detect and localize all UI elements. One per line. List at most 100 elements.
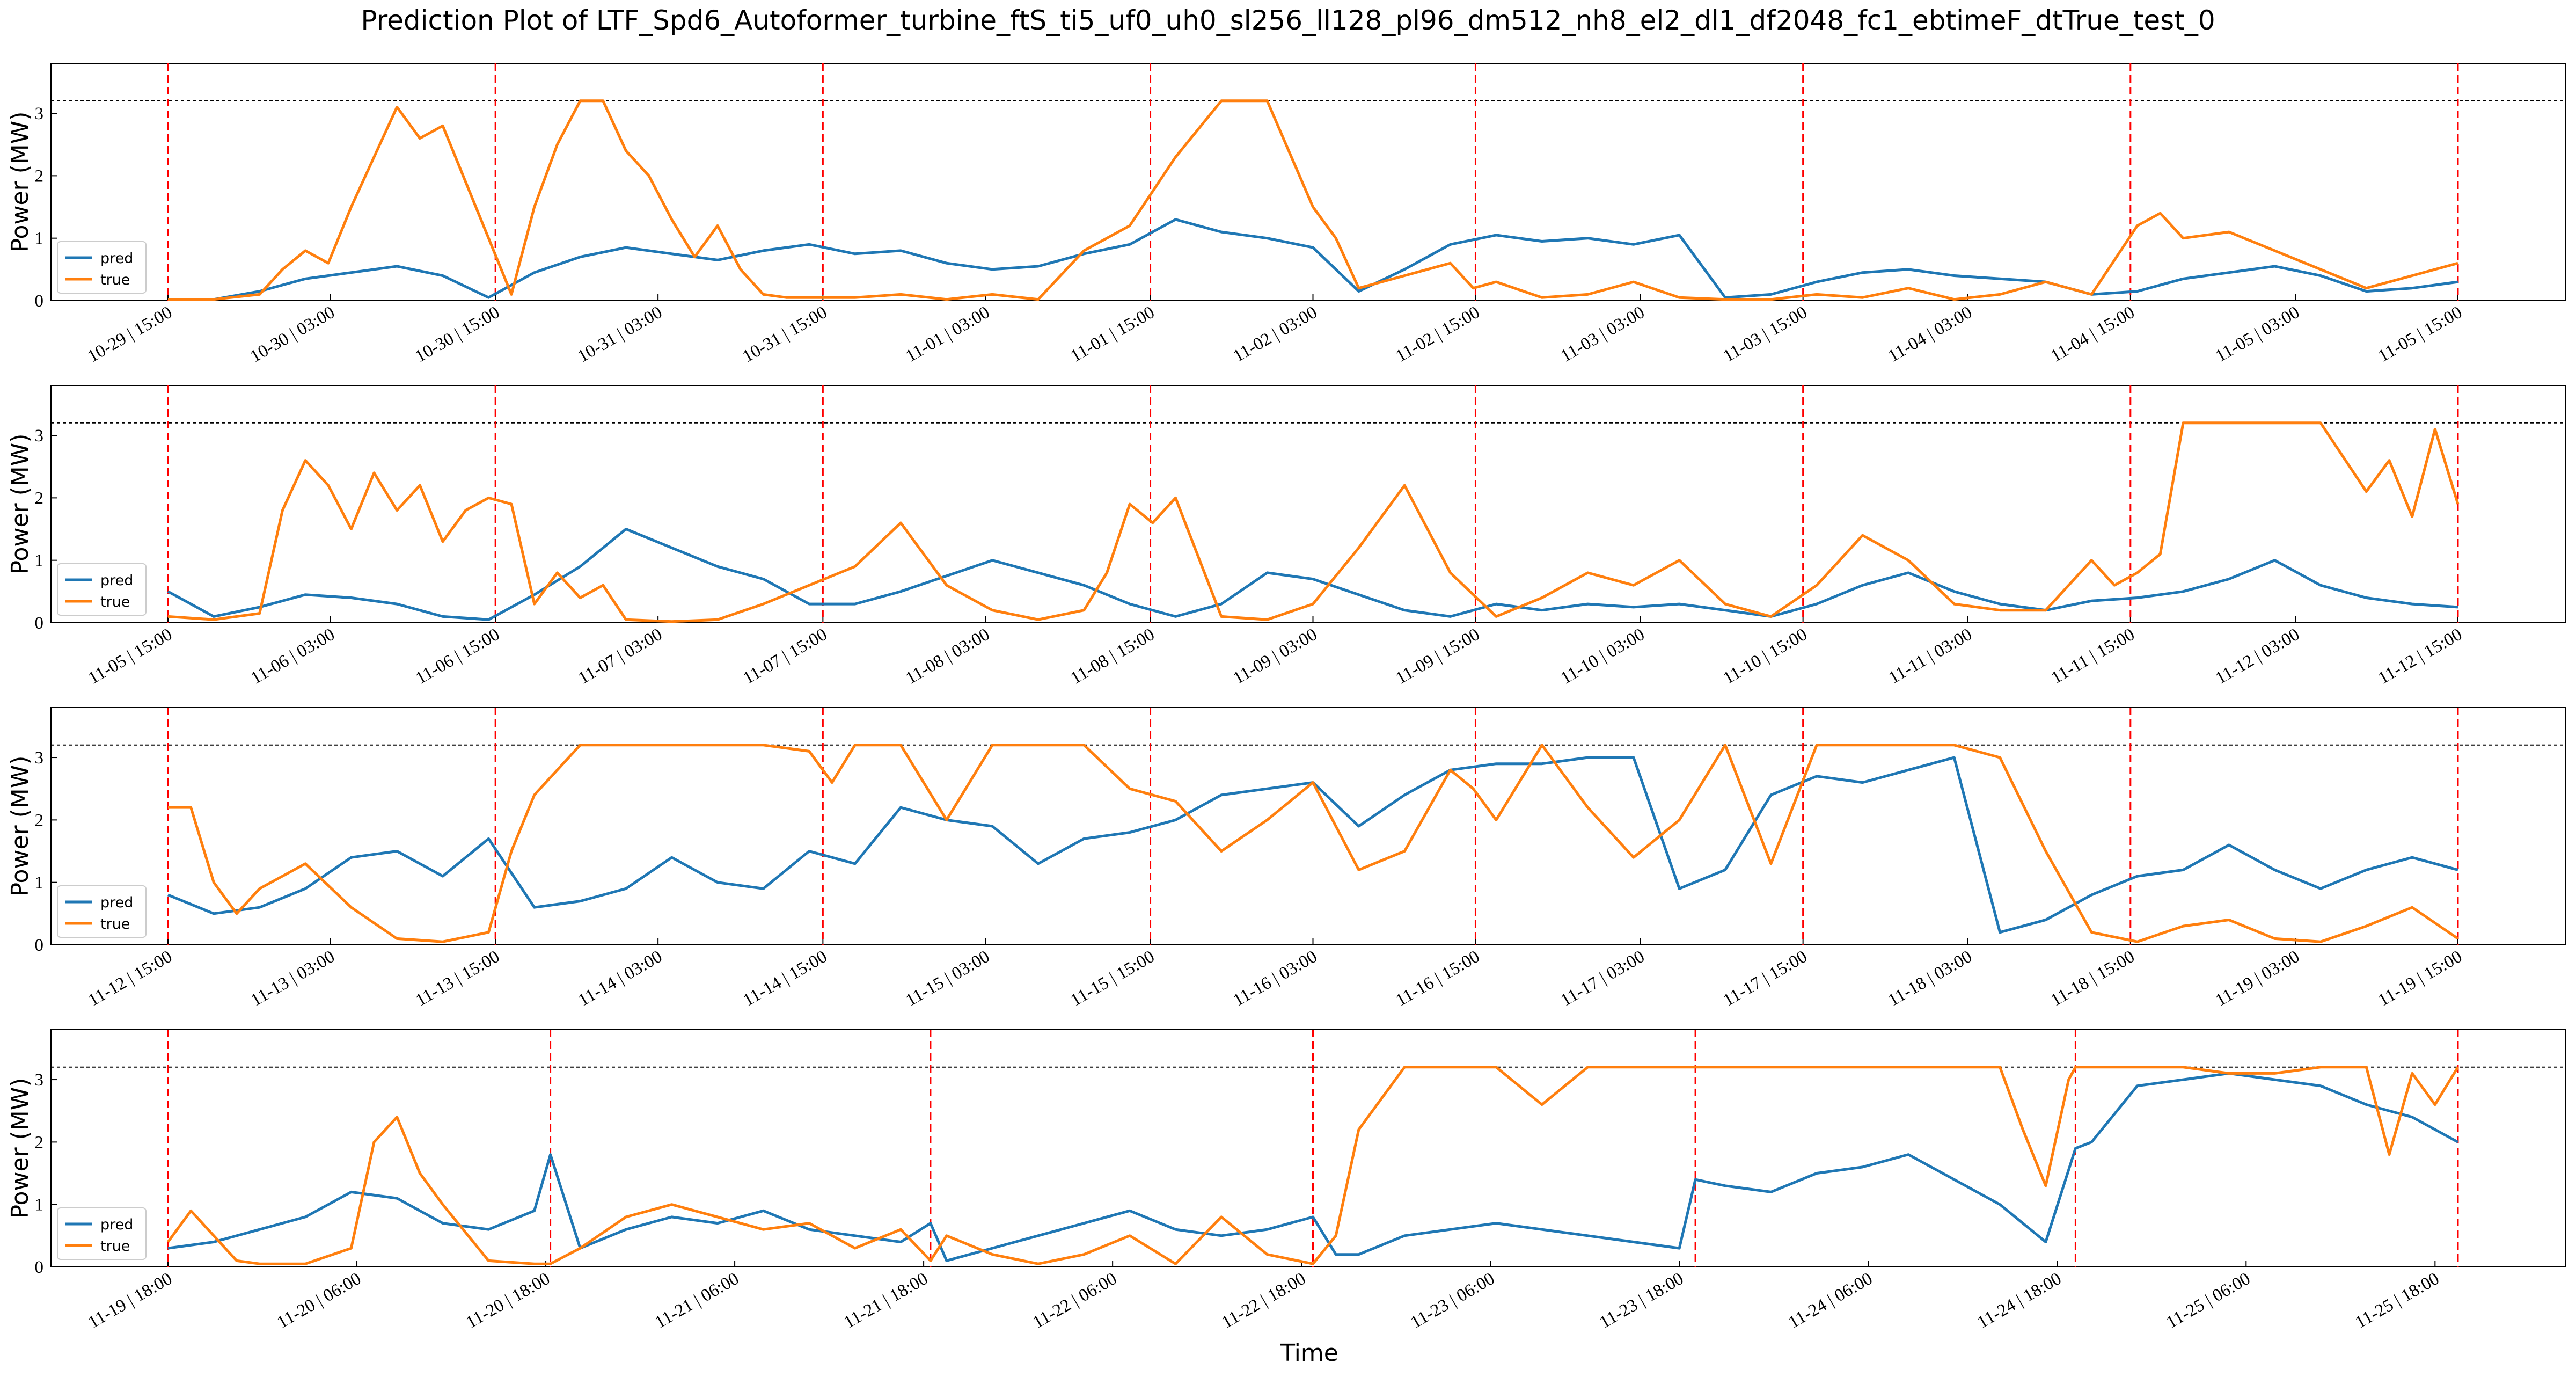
y-tick-label: 3 [35, 748, 44, 768]
x-tick-label: 11-09 | 03:00 [1230, 625, 1321, 688]
x-tick-label: 11-05 | 15:00 [85, 625, 175, 688]
legend-label-pred: pred [100, 250, 133, 267]
y-tick-label: 3 [35, 1070, 44, 1090]
x-tick-label: 11-13 | 15:00 [412, 947, 503, 1010]
x-tick-label: 11-15 | 15:00 [1067, 947, 1158, 1010]
x-tick-label: 11-13 | 03:00 [247, 947, 338, 1010]
x-tick-label: 11-12 | 15:00 [2375, 625, 2465, 688]
x-tick-label: 11-09 | 15:00 [1393, 625, 1483, 688]
y-tick-label: 1 [35, 1196, 44, 1215]
axes-frame [50, 1029, 2566, 1267]
y-tick-label: 3 [35, 104, 44, 123]
x-tick-label: 10-31 | 03:00 [574, 303, 665, 367]
x-tick-label: 11-18 | 15:00 [2047, 947, 2138, 1010]
x-tick-label: 11-11 | 03:00 [1885, 625, 1975, 688]
x-tick-label: 11-11 | 15:00 [2048, 625, 2138, 688]
x-tick-label: 11-02 | 15:00 [1393, 303, 1483, 366]
x-tick-label: 11-22 | 18:00 [1218, 1269, 1309, 1332]
x-tick-label: 11-17 | 03:00 [1557, 947, 1648, 1010]
legend-label-true: true [100, 272, 130, 288]
x-tick-label: 11-24 | 18:00 [1974, 1269, 2065, 1332]
x-tick-label: 11-21 | 18:00 [840, 1269, 931, 1332]
x-tick-label: 11-10 | 15:00 [1720, 625, 1811, 688]
x-tick-label: 11-04 | 15:00 [2047, 303, 2138, 366]
y-axis-label: Power (MW) [6, 756, 34, 897]
x-tick-label: 11-01 | 15:00 [1067, 303, 1158, 366]
figure-title: Prediction Plot of LTF_Spd6_Autoformer_t… [361, 5, 2215, 36]
series-pred-line [167, 1072, 2459, 1262]
x-tick-label: 11-23 | 18:00 [1596, 1269, 1687, 1332]
x-tick-label: 11-06 | 15:00 [412, 625, 503, 688]
x-tick-label: 11-19 | 03:00 [2212, 947, 2303, 1010]
series-pred-line [167, 528, 2458, 621]
legend-label-pred: pred [100, 1216, 133, 1233]
x-tick-label: 11-22 | 06:00 [1029, 1269, 1120, 1332]
x-tick-label: 11-25 | 06:00 [2163, 1269, 2254, 1332]
x-tick-label: 11-05 | 03:00 [2212, 303, 2303, 366]
y-tick-label: 0 [35, 292, 44, 311]
x-tick-label: 10-30 | 15:00 [412, 303, 503, 367]
x-tick-label: 11-07 | 15:00 [740, 625, 831, 688]
x-axis-label: Time [1280, 1339, 1338, 1367]
x-tick-label: 11-03 | 03:00 [1557, 303, 1648, 366]
x-tick-label: 11-20 | 18:00 [463, 1269, 553, 1332]
y-axis-label: Power (MW) [6, 112, 34, 253]
y-axis-label: Power (MW) [6, 434, 34, 575]
x-tick-label: 11-19 | 15:00 [2375, 947, 2465, 1010]
x-tick-label: 10-29 | 15:00 [84, 303, 175, 367]
x-tick-label: 11-07 | 03:00 [575, 625, 665, 688]
series-true-line [168, 744, 2459, 943]
series-true-line [166, 1066, 2460, 1265]
x-tick-label: 11-21 | 06:00 [652, 1269, 742, 1332]
x-tick-label: 11-08 | 15:00 [1067, 625, 1158, 688]
x-tick-label: 11-23 | 06:00 [1407, 1269, 1498, 1332]
x-tick-label: 11-18 | 03:00 [1885, 947, 1975, 1010]
axes-frame [50, 385, 2566, 623]
x-tick-label: 11-14 | 03:00 [575, 947, 665, 1010]
y-tick-label: 1 [35, 229, 44, 249]
y-tick-label: 0 [35, 614, 44, 633]
x-tick-label: 11-01 | 03:00 [903, 303, 993, 366]
x-tick-label: 11-05 | 15:00 [2375, 303, 2465, 366]
y-tick-label: 0 [35, 936, 44, 955]
x-tick-label: 11-24 | 06:00 [1785, 1269, 1876, 1332]
legend-label-pred: pred [100, 572, 133, 589]
y-tick-label: 2 [35, 489, 44, 508]
y-tick-label: 1 [35, 551, 44, 571]
x-tick-label: 11-25 | 18:00 [2352, 1269, 2443, 1332]
axes-frame [50, 707, 2566, 945]
series-true-line [167, 421, 2460, 623]
x-tick-label: 11-17 | 15:00 [1720, 947, 1811, 1010]
series-true-line [168, 99, 2458, 301]
y-tick-label: 2 [35, 166, 44, 186]
legend-label-pred: pred [100, 894, 133, 911]
x-tick-label: 10-31 | 15:00 [740, 303, 831, 367]
axes-frame [50, 63, 2566, 301]
y-tick-label: 1 [35, 873, 44, 893]
x-tick-label: 11-12 | 15:00 [85, 947, 175, 1010]
x-tick-label: 11-06 | 03:00 [247, 625, 338, 688]
x-tick-label: 10-30 | 03:00 [247, 303, 338, 367]
x-tick-label: 11-15 | 03:00 [903, 947, 993, 1010]
legend-label-true: true [100, 594, 130, 610]
legend-label-true: true [100, 916, 130, 932]
x-tick-label: 11-08 | 03:00 [903, 625, 993, 688]
x-tick-label: 11-03 | 15:00 [1720, 303, 1811, 366]
y-axis-label: Power (MW) [6, 1078, 34, 1219]
y-tick-label: 0 [35, 1258, 44, 1277]
x-tick-label: 11-19 | 18:00 [85, 1269, 175, 1332]
x-tick-label: 11-04 | 03:00 [1885, 303, 1975, 366]
y-tick-label: 3 [35, 426, 44, 446]
y-tick-label: 2 [35, 1133, 44, 1152]
x-tick-label: 11-16 | 03:00 [1230, 947, 1321, 1010]
x-tick-label: 11-12 | 03:00 [2212, 625, 2303, 688]
x-tick-label: 11-02 | 03:00 [1230, 303, 1321, 366]
x-tick-label: 11-16 | 15:00 [1393, 947, 1483, 1010]
